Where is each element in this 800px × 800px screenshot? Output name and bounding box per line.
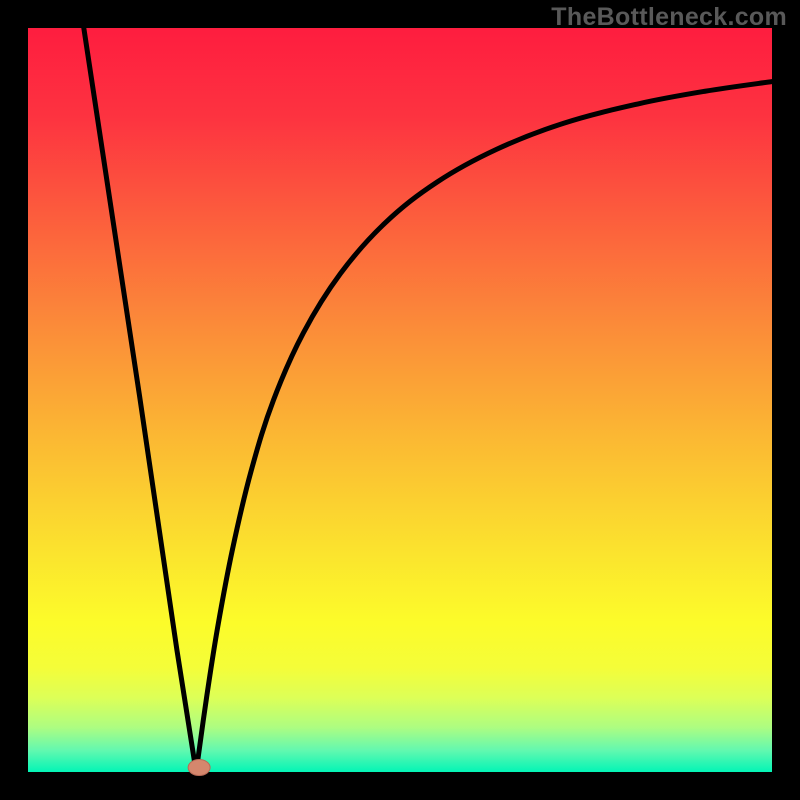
bottleneck-curve-chart	[0, 0, 800, 800]
optimal-point-marker	[188, 760, 210, 776]
chart-frame: TheBottleneck.com	[0, 0, 800, 800]
watermark-text: TheBottleneck.com	[551, 3, 787, 32]
